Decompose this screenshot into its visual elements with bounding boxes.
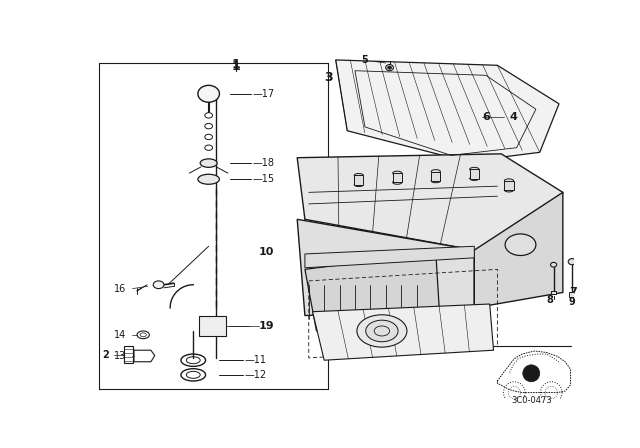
Text: 6: 6 (482, 112, 490, 122)
Ellipse shape (198, 85, 220, 102)
Text: 8: 8 (547, 295, 553, 305)
Polygon shape (297, 154, 563, 250)
Ellipse shape (386, 65, 394, 71)
Ellipse shape (431, 179, 440, 183)
Polygon shape (312, 304, 493, 360)
Bar (393, 173, 402, 182)
Bar (504, 181, 513, 190)
Ellipse shape (153, 281, 164, 289)
Ellipse shape (200, 159, 217, 168)
Text: 1: 1 (231, 58, 240, 71)
Polygon shape (305, 246, 474, 268)
Bar (431, 172, 440, 181)
Text: 5: 5 (362, 55, 368, 65)
Bar (569, 293, 575, 297)
Ellipse shape (393, 171, 402, 175)
Bar (124, 346, 133, 363)
Polygon shape (336, 60, 559, 162)
Text: 16: 16 (114, 284, 126, 293)
Text: —11: —11 (245, 355, 267, 365)
Text: 1: 1 (231, 60, 240, 73)
Ellipse shape (198, 174, 220, 184)
Circle shape (523, 365, 540, 382)
Ellipse shape (504, 179, 513, 183)
Text: 14: 14 (114, 330, 126, 340)
Text: 19: 19 (259, 321, 275, 331)
Text: 3C0-0473: 3C0-0473 (511, 396, 552, 405)
Polygon shape (474, 192, 563, 308)
Text: 9: 9 (569, 297, 575, 307)
Ellipse shape (365, 320, 398, 342)
Ellipse shape (388, 66, 392, 69)
Text: 10: 10 (259, 247, 274, 258)
Ellipse shape (354, 183, 364, 186)
Ellipse shape (470, 177, 479, 181)
Text: 3: 3 (324, 71, 332, 84)
Text: 13: 13 (114, 351, 126, 361)
Text: 2: 2 (102, 350, 109, 360)
Ellipse shape (504, 188, 513, 192)
Ellipse shape (505, 234, 536, 255)
Ellipse shape (550, 263, 557, 267)
Bar (202, 319, 223, 332)
Text: —17: —17 (253, 89, 275, 99)
Polygon shape (305, 252, 440, 331)
Text: —15: —15 (253, 174, 275, 184)
Ellipse shape (393, 181, 402, 184)
Ellipse shape (431, 170, 440, 173)
Bar (470, 169, 479, 178)
Text: 7: 7 (569, 288, 577, 297)
Polygon shape (297, 220, 474, 315)
Text: —18: —18 (253, 158, 275, 168)
Text: —12: —12 (245, 370, 267, 380)
Ellipse shape (470, 168, 479, 171)
Ellipse shape (577, 234, 584, 240)
Bar (198, 315, 227, 336)
Text: 4: 4 (509, 112, 518, 122)
Ellipse shape (568, 258, 576, 265)
Bar (354, 176, 364, 185)
Ellipse shape (577, 274, 584, 280)
Ellipse shape (357, 315, 407, 347)
Ellipse shape (354, 173, 364, 177)
Bar (551, 291, 556, 294)
